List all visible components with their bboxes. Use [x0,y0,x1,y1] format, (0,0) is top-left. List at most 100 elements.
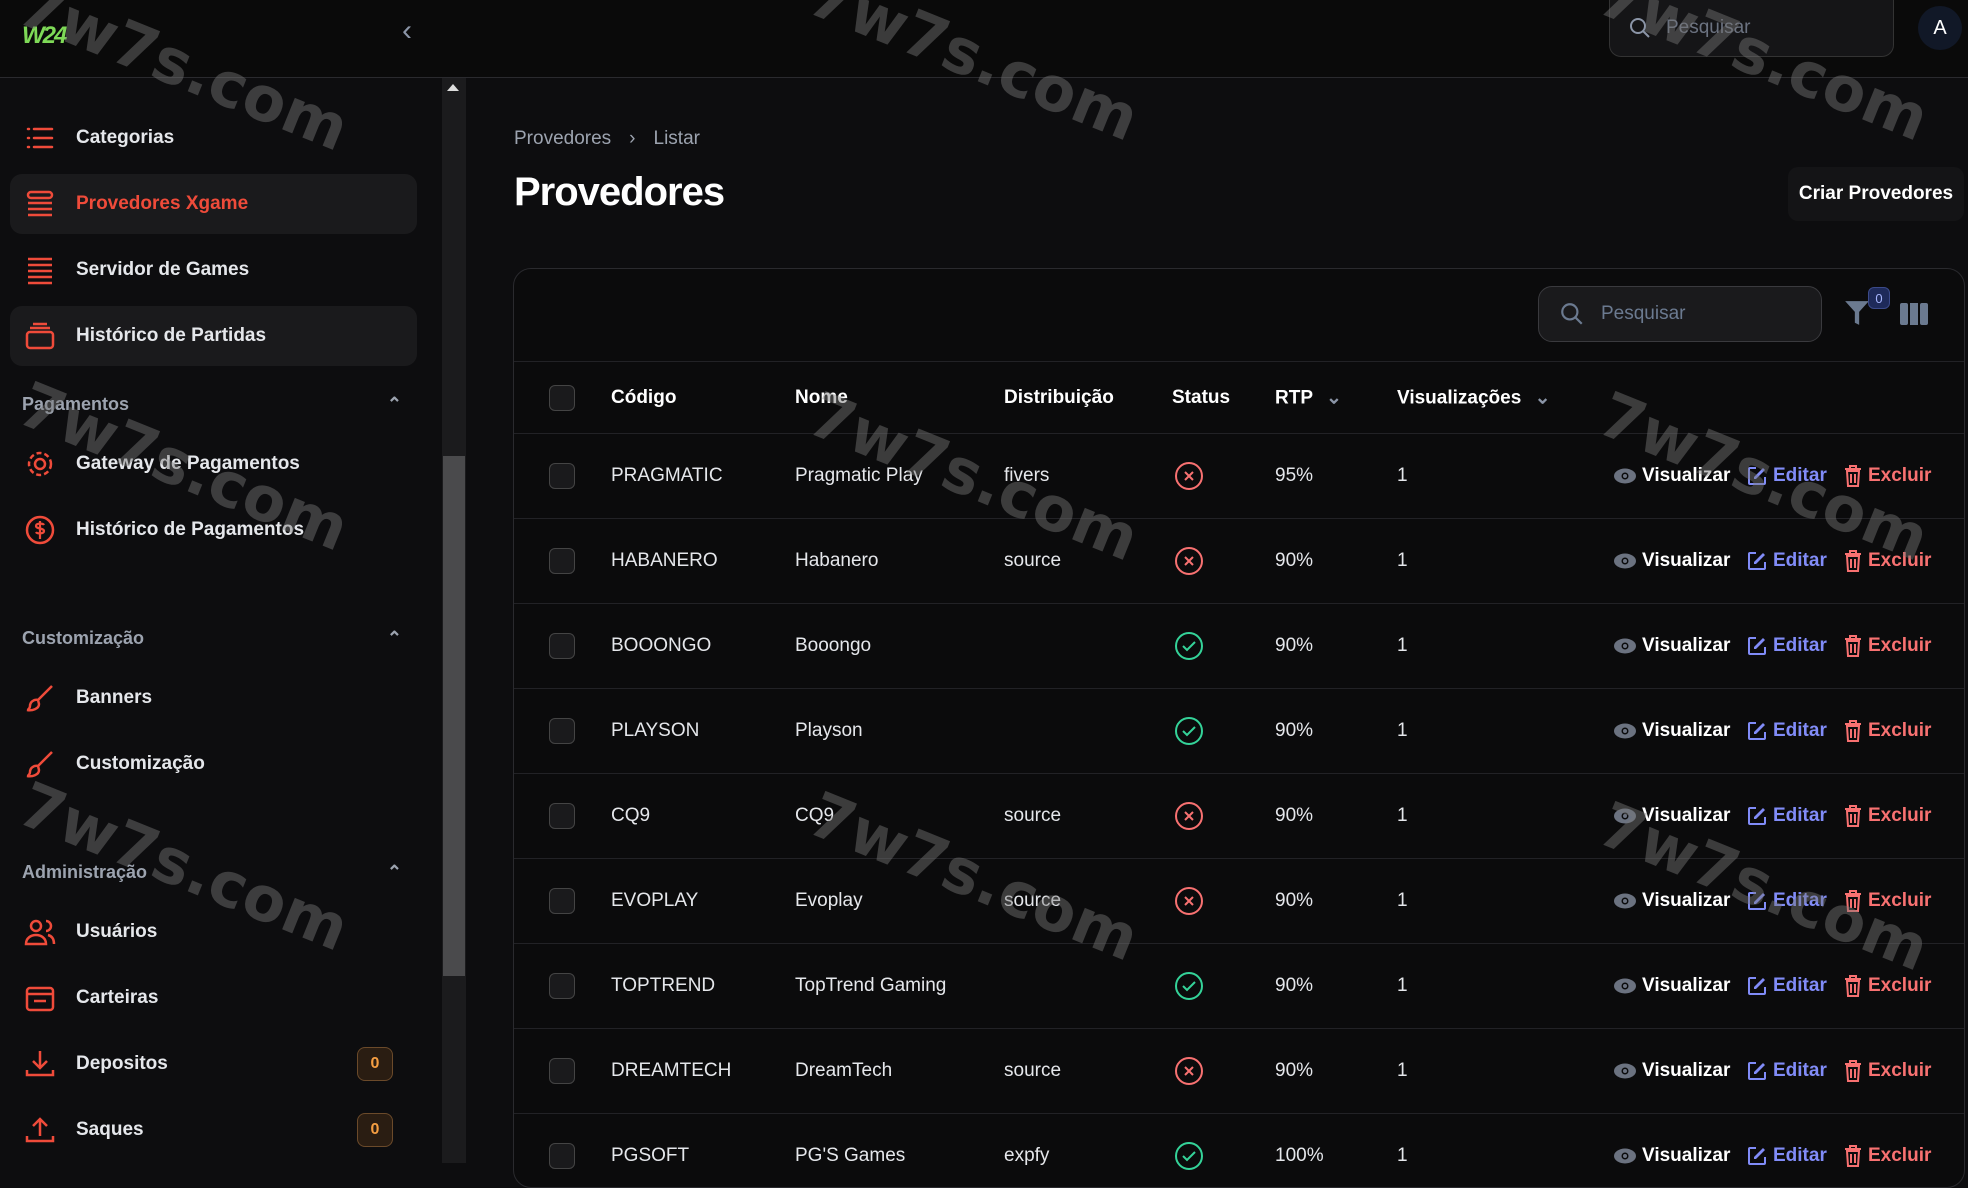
edit-button[interactable]: Editar [1747,1145,1827,1167]
sidebar-item-gateway-de-pagamentos[interactable]: Gateway de Pagamentos [10,434,417,494]
wallet-icon [25,986,55,1012]
brush-icon [26,751,53,778]
sidebar-item-label: Carteiras [76,987,159,1008]
sidebar-item-servidor-de-games[interactable]: Servidor de Games [10,240,417,300]
edit-button[interactable]: Editar [1747,720,1827,742]
sidebar-item-label: Customização [76,753,205,774]
avatar[interactable]: A [1918,6,1962,50]
cell-distribution: source [1004,550,1062,571]
view-button[interactable]: Visualizar [1614,720,1730,742]
view-label: Visualizar [1642,1060,1731,1081]
sidebar-section-pagamentos[interactable]: Pagamentos ⌃ [22,394,402,415]
delete-button[interactable]: Excluir [1844,890,1931,912]
view-label: Visualizar [1642,635,1731,656]
chevron-up-icon: ⌃ [386,394,402,414]
delete-label: Excluir [1868,635,1932,656]
cell-views: 1 [1397,720,1408,741]
sidebar-item-categorias[interactable]: Categorias [10,108,417,168]
sidebar-section-administracao[interactable]: Administração ⌃ [22,862,402,883]
view-button[interactable]: Visualizar [1614,1060,1730,1082]
columns-icon[interactable] [1900,303,1928,325]
row-checkbox[interactable] [549,1058,575,1084]
row-checkbox[interactable] [549,633,575,659]
row-checkbox[interactable] [549,718,575,744]
sidebar-item-usuarios[interactable]: Usuários [10,902,417,962]
edit-button[interactable]: Editar [1747,805,1827,827]
view-button[interactable]: Visualizar [1614,550,1730,572]
sidebar-item-provedores-xgame[interactable]: Provedores Xgame [10,174,417,234]
cell-rtp: 95% [1275,465,1314,486]
scroll-up-arrow[interactable] [447,84,459,91]
cell-rtp: 90% [1275,975,1314,996]
cell-rtp: 100% [1275,1145,1324,1166]
view-button[interactable]: Visualizar [1614,465,1730,487]
edit-button[interactable]: Editar [1747,635,1827,657]
cell-rtp: 90% [1275,550,1314,571]
breadcrumb-provedores[interactable]: Provedores [514,128,612,149]
col-rtp[interactable]: RTP ⌄ [1275,386,1342,409]
edit-button[interactable]: Editar [1747,550,1827,572]
table-search-input[interactable]: Pesquisar [1538,286,1822,342]
table-row: CQ9 CQ9 source 90% 1 Visualizar Editar E… [514,773,1964,858]
sidebar-item-carteiras[interactable]: Carteiras [10,968,417,1028]
edit-button[interactable]: Editar [1747,465,1827,487]
col-nome[interactable]: Nome [795,386,848,408]
trash-icon [1845,465,1861,487]
row-checkbox[interactable] [549,803,575,829]
cell-views: 1 [1397,805,1408,826]
delete-button[interactable]: Excluir [1844,720,1931,742]
collapse-sidebar-button[interactable]: ‹ [402,14,412,47]
delete-button[interactable]: Excluir [1844,975,1931,997]
view-button[interactable]: Visualizar [1614,890,1730,912]
edit-button[interactable]: Editar [1747,1060,1827,1082]
col-rtp-label: RTP [1275,387,1313,408]
edit-button[interactable]: Editar [1747,975,1827,997]
view-button[interactable]: Visualizar [1614,1145,1730,1167]
edit-icon [1748,467,1766,485]
create-provider-button[interactable]: Criar Provedores [1788,167,1964,221]
edit-button[interactable]: Editar [1747,890,1827,912]
row-checkbox[interactable] [549,1143,575,1169]
download-icon [25,1051,55,1077]
scrollbar-thumb[interactable] [443,456,465,976]
row-checkbox[interactable] [549,888,575,914]
sidebar-item-label: Histórico de Partidas [76,325,267,346]
col-status[interactable]: Status [1172,386,1231,408]
sidebar-item-historico-de-pagamentos[interactable]: Histórico de Pagamentos [10,500,417,560]
delete-button[interactable]: Excluir [1844,465,1931,487]
delete-button[interactable]: Excluir [1844,1060,1931,1082]
sidebar-item-banners[interactable]: Banners [10,668,417,728]
cell-name: CQ9 [795,805,835,826]
view-label: Visualizar [1642,975,1731,996]
topbar: W24 ‹ Pesquisar A [0,0,1968,78]
row-checkbox[interactable] [549,463,575,489]
sidebar-item-saques[interactable]: Saques 0 [10,1100,417,1160]
delete-label: Excluir [1868,975,1932,996]
view-button[interactable]: Visualizar [1614,975,1730,997]
view-button[interactable]: Visualizar [1614,805,1730,827]
lines-icon [28,257,52,285]
delete-button[interactable]: Excluir [1844,1145,1931,1167]
check-circle-icon [1175,972,1203,1000]
col-distribuicao[interactable]: Distribuição [1004,386,1114,408]
edit-icon [1748,552,1766,570]
eye-icon [1614,893,1636,909]
section-title: Customização [22,628,145,648]
sidebar-item-depositos[interactable]: Depositos 0 [10,1034,417,1094]
sidebar-item-customizacao[interactable]: Customização [10,734,417,794]
delete-button[interactable]: Excluir [1844,550,1931,572]
sidebar-item-historico-de-partidas[interactable]: Histórico de Partidas [10,306,417,366]
row-checkbox[interactable] [549,973,575,999]
view-button[interactable]: Visualizar [1614,635,1730,657]
filter-icon[interactable] [1844,299,1870,327]
sidebar-section-customizacao[interactable]: Customização ⌃ [22,628,402,649]
row-checkbox[interactable] [549,548,575,574]
col-codigo[interactable]: Código [611,386,677,408]
table-row: PRAGMATIC Pragmatic Play fivers 95% 1 Vi… [514,433,1964,518]
delete-button[interactable]: Excluir [1844,805,1931,827]
sidebar-scrollbar[interactable] [442,78,466,1163]
col-visualizacoes[interactable]: Visualizações ⌄ [1397,386,1550,409]
global-search-input[interactable]: Pesquisar [1609,0,1894,57]
select-all-checkbox[interactable] [549,384,575,411]
delete-button[interactable]: Excluir [1844,635,1931,657]
